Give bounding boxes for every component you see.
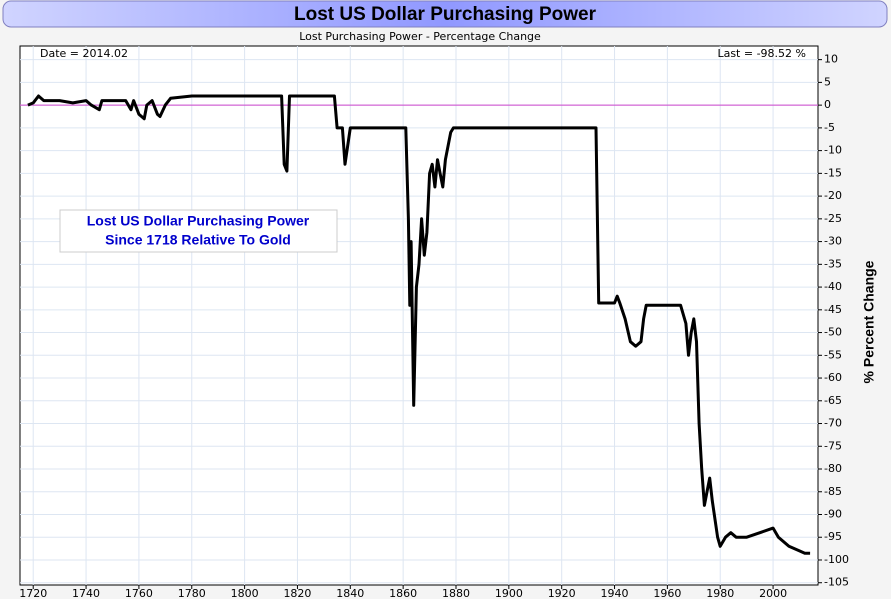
x-tick-label: 1940 [601, 587, 629, 599]
data-line [27, 94, 811, 555]
y-tick-label: -75 [824, 439, 842, 452]
y-tick-label: 5 [824, 75, 831, 88]
x-tick-label: 2000 [759, 587, 787, 599]
y-tick-label: -65 [824, 394, 842, 407]
y-tick-label: -55 [824, 348, 842, 361]
x-tick-label: 1820 [283, 587, 311, 599]
y-tick-label: -25 [824, 212, 842, 225]
y-tick-label: -20 [824, 189, 842, 202]
y-tick-label: -90 [824, 507, 842, 520]
y-tick-label: 0 [824, 98, 831, 111]
y-tick-label: -85 [824, 485, 842, 498]
x-tick-label: 1720 [19, 587, 47, 599]
y-tick-label: -80 [824, 462, 842, 475]
y-tick-label: -105 [824, 576, 849, 589]
y-tick-label: -100 [824, 553, 849, 566]
x-tick-label: 1780 [178, 587, 206, 599]
x-tick-label: 1880 [442, 587, 470, 599]
y-tick-label: 10 [824, 53, 838, 66]
y-tick-label: -95 [824, 530, 842, 543]
y-tick-label: -45 [824, 303, 842, 316]
y-tick-label: -10 [824, 144, 842, 157]
x-tick-label: 1960 [653, 587, 681, 599]
x-tick-label: 1760 [125, 587, 153, 599]
x-tick-label: 1740 [72, 587, 100, 599]
y-axis-label: % Percent Change [861, 260, 877, 383]
y-tick-label: -35 [824, 257, 842, 270]
last-label: Last = -98.52 % [717, 47, 806, 60]
y-tick-label: -5 [824, 121, 835, 134]
x-tick-label: 1860 [389, 587, 417, 599]
annotation: Since 1718 Relative To Gold [105, 232, 291, 248]
annotation-box [59, 209, 338, 253]
x-tick-label: 1900 [495, 587, 523, 599]
x-tick-label: 1980 [706, 587, 734, 599]
chart-title: Lost US Dollar Purchasing Power [294, 4, 597, 25]
y-tick-label: -40 [824, 280, 842, 293]
title-bar [2, 0, 888, 28]
y-tick-label: -50 [824, 326, 842, 339]
annotation: Lost US Dollar Purchasing Power [87, 213, 310, 229]
x-tick-label: 1840 [336, 587, 364, 599]
y-tick-label: -60 [824, 371, 842, 384]
subtitle: Lost Purchasing Power - Percentage Chang… [299, 30, 541, 43]
y-tick-label: -15 [824, 166, 842, 179]
date-label: Date = 2014.02 [40, 47, 128, 60]
plot-area [19, 45, 819, 586]
y-tick-label: -70 [824, 417, 842, 430]
x-tick-label: 1800 [231, 587, 259, 599]
x-tick-label: 1920 [548, 587, 576, 599]
y-tick-label: -30 [824, 235, 842, 248]
